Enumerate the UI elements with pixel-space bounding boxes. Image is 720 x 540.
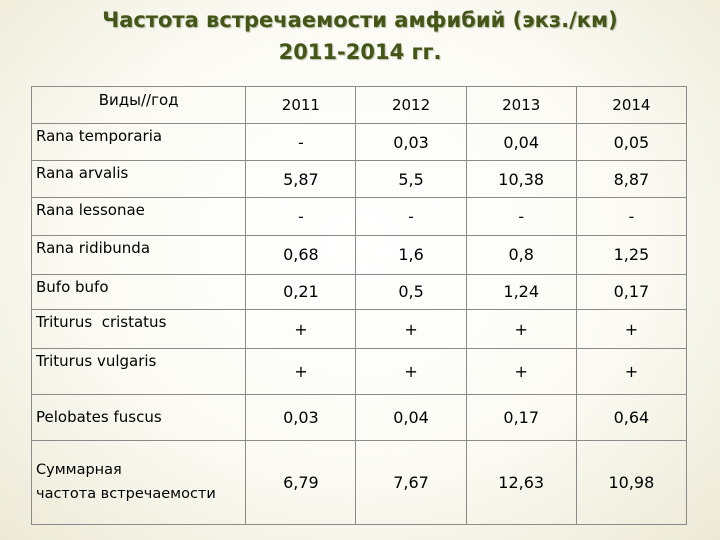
title-line-2: 2011-2014 гг. [278, 40, 442, 64]
table-row: Rana lessonae - - - - [30, 197, 688, 236]
total-value-cell: 10,98 [575, 439, 688, 526]
table-row: Triturus cristatus + + + + [30, 308, 688, 350]
value-cell: 5,87 [245, 160, 357, 199]
slide-title: Частота встречаемости амфибий (экз./км) … [0, 4, 720, 68]
value-cell: + [245, 308, 357, 350]
value-cell: 8,87 [575, 160, 688, 199]
value-cell: + [465, 308, 577, 350]
value-cell: 0,05 [575, 123, 688, 162]
total-label-line-2: частота встречаемости [36, 486, 216, 503]
year-header-2014: 2014 [575, 85, 688, 125]
value-cell: 0,64 [575, 394, 688, 441]
value-cell: 0,03 [245, 394, 357, 441]
species-name: Rana arvalis [30, 160, 247, 199]
value-cell: 5,5 [355, 160, 467, 199]
value-cell: - [575, 197, 688, 236]
table-row: Bufo bufo 0,21 0,5 1,24 0,17 [30, 273, 688, 310]
value-cell: - [245, 123, 357, 162]
value-cell: 0,21 [245, 273, 357, 310]
value-cell: 1,24 [465, 273, 577, 310]
value-cell: 0,68 [245, 234, 357, 275]
value-cell: 0,8 [465, 234, 577, 275]
species-name: Triturus cristatus [30, 308, 247, 350]
title-line-1: Частота встречаемости амфибий (экз./км) [102, 8, 618, 32]
value-cell: 0,03 [355, 123, 467, 162]
species-name: Rana ridibunda [30, 234, 247, 275]
value-cell: 0,17 [465, 394, 577, 441]
table-row: Pelobates fuscus 0,03 0,04 0,17 0,64 [30, 394, 688, 441]
value-cell: 0,04 [355, 394, 467, 441]
value-cell: + [355, 308, 467, 350]
header-row: Виды//год 2011 2012 2013 2014 [30, 85, 688, 125]
value-cell: + [575, 348, 688, 396]
species-name: Triturus vulgaris [30, 348, 247, 396]
value-cell: + [575, 308, 688, 350]
value-cell: + [355, 348, 467, 396]
species-name: Rana lessonae [30, 197, 247, 236]
year-header-2011: 2011 [245, 85, 357, 125]
value-cell: - [245, 197, 357, 236]
value-cell: 0,04 [465, 123, 577, 162]
table-row: Triturus vulgaris + + + + [30, 348, 688, 396]
species-name: Rana temporaria [30, 123, 247, 162]
total-value-cell: 7,67 [355, 439, 467, 526]
total-value-cell: 12,63 [465, 439, 577, 526]
total-label-line-1: Суммарная [36, 462, 122, 479]
species-name: Pelobates fuscus [30, 394, 247, 441]
value-cell: 10,38 [465, 160, 577, 199]
value-cell: + [245, 348, 357, 396]
table-row: Rana ridibunda 0,68 1,6 0,8 1,25 [30, 234, 688, 275]
value-cell: 1,6 [355, 234, 467, 275]
value-cell: - [355, 197, 467, 236]
amphibian-frequency-table: Виды//год 2011 2012 2013 2014 Rana tempo… [30, 85, 688, 526]
value-cell: - [465, 197, 577, 236]
table-row: Rana arvalis 5,87 5,5 10,38 8,87 [30, 160, 688, 199]
value-cell: + [465, 348, 577, 396]
total-value-cell: 6,79 [245, 439, 357, 526]
species-year-header: Виды//год [30, 85, 247, 125]
value-cell: 1,25 [575, 234, 688, 275]
value-cell: 0,5 [355, 273, 467, 310]
year-header-2012: 2012 [355, 85, 467, 125]
total-label: Суммарная частота встречаемости [30, 439, 247, 526]
year-header-2013: 2013 [465, 85, 577, 125]
value-cell: 0,17 [575, 273, 688, 310]
species-name: Bufo bufo [30, 273, 247, 310]
total-row: Суммарная частота встречаемости 6,79 7,6… [30, 439, 688, 526]
table-row: Rana temporaria - 0,03 0,04 0,05 [30, 123, 688, 162]
